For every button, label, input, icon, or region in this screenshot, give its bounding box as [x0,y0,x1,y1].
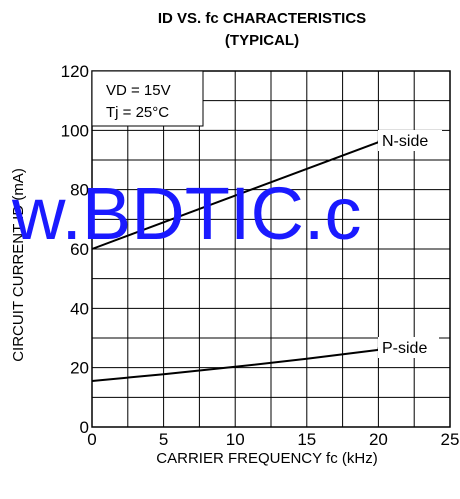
series-label-n-side: N-side [382,133,428,150]
condition-vd: VD = 15V [106,82,171,99]
x-tick-label: 5 [159,430,168,449]
x-tick-label: 10 [226,430,245,449]
x-tick-label: 20 [369,430,388,449]
y-axis-label: CIRCUIT CURRENT ID (mA) [10,168,27,362]
series-line-p-side [91,348,379,382]
x-tick-label: 0 [87,430,96,449]
x-axis-label: CARRIER FREQUENCY fc (kHz) [156,450,377,467]
y-tick-label: 0 [80,418,89,437]
series-label-bg [378,130,442,151]
chart-title-line2: (TYPICAL) [225,32,299,49]
y-tick-labels: 0 20 40 60 80 100 120 [61,62,89,437]
y-tick-label: 80 [70,181,89,200]
series: N-side P-side [91,130,442,382]
series-label-p-side: P-side [382,340,427,357]
series-label-bg [378,337,439,358]
y-tick-label: 20 [70,359,89,378]
watermark: w.BDTIC.c [11,172,361,255]
x-tick-labels: 0 5 10 15 20 25 [87,430,459,449]
y-tick-label: 60 [70,240,89,259]
chart-title-line1: ID VS. fc CHARACTERISTICS [158,10,366,27]
x-tick-label: 25 [441,430,460,449]
x-tick-label: 15 [297,430,316,449]
condition-tj: Tj = 25°C [106,104,169,121]
series-line-n-side [91,141,379,250]
y-tick-label: 40 [70,299,89,318]
y-tick-label: 120 [61,62,89,81]
conditions-box [91,70,204,127]
y-tick-label: 100 [61,121,89,140]
